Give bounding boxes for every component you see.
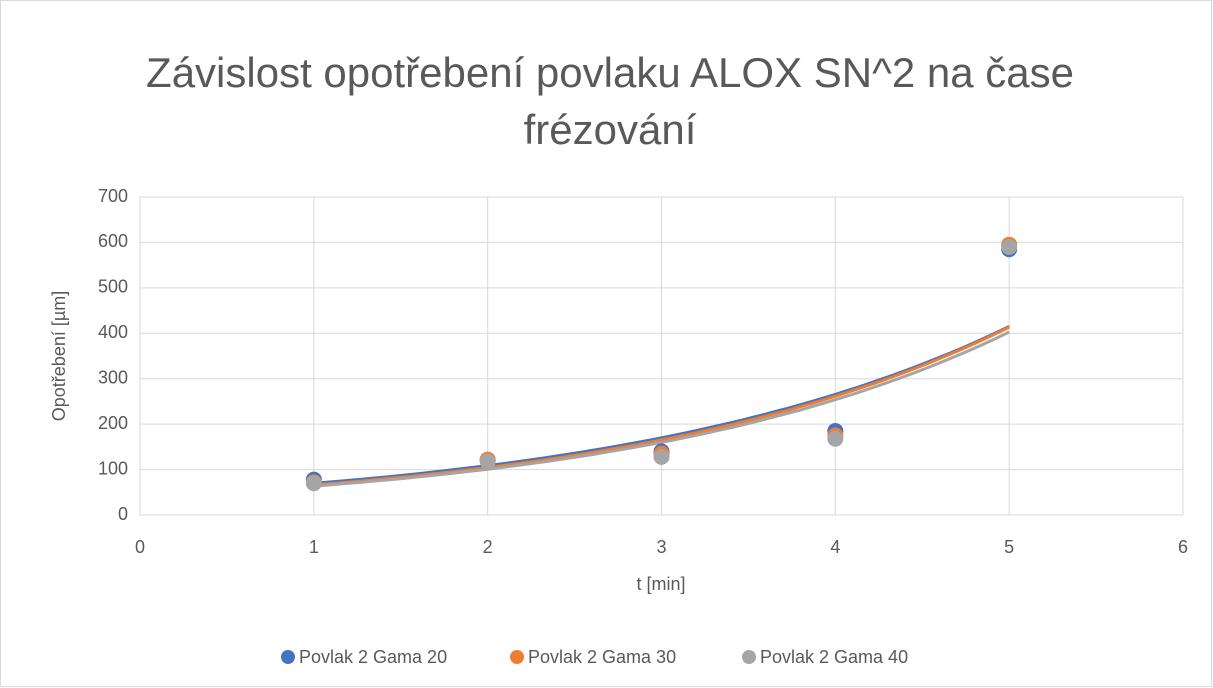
x-tick-label: 5 xyxy=(1004,537,1014,557)
chart-title: Závislost opotřebení povlaku ALOX SN^2 n… xyxy=(146,49,1074,153)
y-tick-label: 500 xyxy=(98,277,128,297)
data-point xyxy=(479,453,496,470)
trendline xyxy=(313,330,1010,488)
data-point xyxy=(305,475,322,492)
x-tick-label: 4 xyxy=(830,537,840,557)
x-tick-label: 2 xyxy=(483,537,493,557)
x-axis-label: t [min] xyxy=(636,574,685,594)
legend-label: Povlak 2 Gama 30 xyxy=(528,647,676,667)
y-tick-label: 100 xyxy=(98,458,128,478)
y-tick-label: 400 xyxy=(98,322,128,342)
y-tick-label: 200 xyxy=(98,413,128,433)
y-tick-label: 600 xyxy=(98,231,128,251)
x-tick-label: 3 xyxy=(656,537,666,557)
legend-marker xyxy=(281,650,295,664)
y-tick-label: 700 xyxy=(98,186,128,206)
legend-label: Povlak 2 Gama 20 xyxy=(299,647,447,667)
x-tick-label: 6 xyxy=(1178,537,1188,557)
data-point xyxy=(1001,238,1018,255)
y-tick-label: 0 xyxy=(118,504,128,524)
x-tick-label: 1 xyxy=(309,537,319,557)
x-tick-label: 0 xyxy=(135,537,145,557)
y-tick-label: 300 xyxy=(98,367,128,387)
legend-label: Povlak 2 Gama 40 xyxy=(760,647,908,667)
legend-marker xyxy=(742,650,756,664)
legend-marker xyxy=(510,650,524,664)
data-point xyxy=(653,448,670,465)
trendline xyxy=(313,325,1010,485)
data-point xyxy=(827,430,844,447)
y-axis-label: Opotřebení [µm] xyxy=(49,291,69,421)
